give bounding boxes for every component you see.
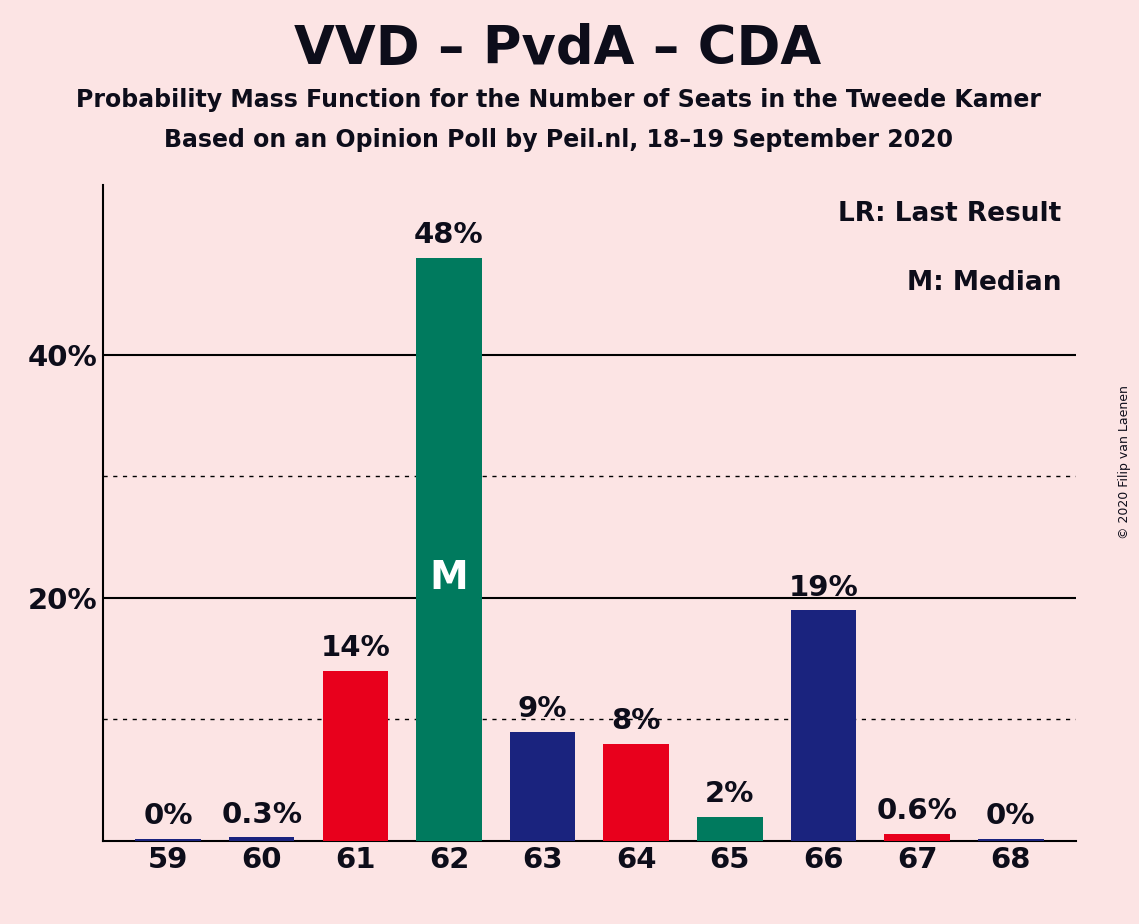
Bar: [136, 839, 200, 841]
Text: 19%: 19%: [788, 574, 859, 602]
Text: M: M: [429, 559, 468, 598]
Text: 8%: 8%: [612, 707, 661, 736]
Text: 0.3%: 0.3%: [221, 801, 302, 829]
Text: 2%: 2%: [705, 780, 754, 808]
Text: Probability Mass Function for the Number of Seats in the Tweede Kamer: Probability Mass Function for the Number…: [75, 88, 1041, 112]
Bar: [978, 839, 1043, 841]
Text: M: Median: M: Median: [908, 270, 1062, 296]
Text: 0.6%: 0.6%: [877, 797, 958, 825]
Text: 0%: 0%: [986, 802, 1035, 830]
Bar: [697, 817, 763, 841]
Bar: [884, 833, 950, 841]
Bar: [322, 671, 388, 841]
Text: LR: Last Result: LR: Last Result: [838, 201, 1062, 227]
Bar: [416, 258, 482, 841]
Text: 9%: 9%: [518, 695, 567, 723]
Text: 0%: 0%: [144, 802, 192, 830]
Text: 14%: 14%: [320, 634, 391, 663]
Text: LR: LR: [328, 762, 383, 800]
Text: © 2020 Filip van Laenen: © 2020 Filip van Laenen: [1118, 385, 1131, 539]
Text: Based on an Opinion Poll by Peil.nl, 18–19 September 2020: Based on an Opinion Poll by Peil.nl, 18–…: [164, 128, 952, 152]
Bar: [604, 744, 669, 841]
Bar: [510, 732, 575, 841]
Bar: [229, 837, 295, 841]
Text: VVD – PvdA – CDA: VVD – PvdA – CDA: [295, 23, 821, 75]
Bar: [790, 610, 857, 841]
Text: 48%: 48%: [415, 221, 484, 249]
